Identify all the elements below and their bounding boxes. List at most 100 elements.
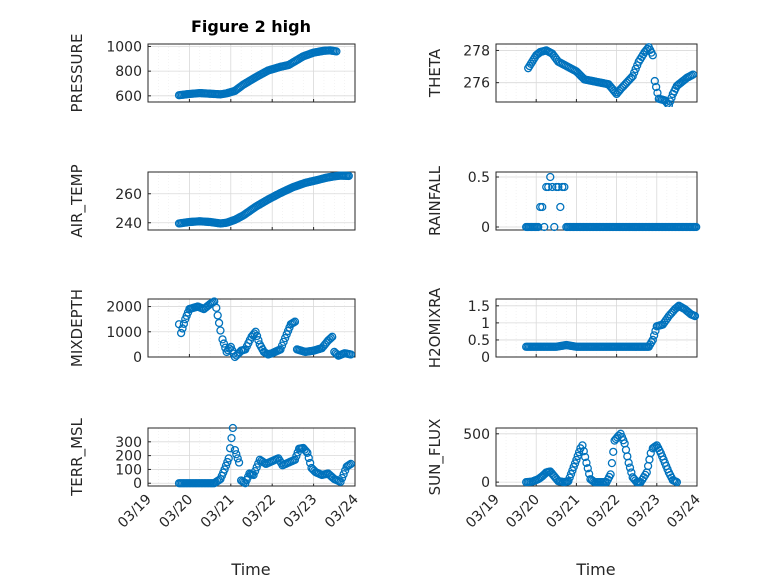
data-point — [606, 470, 615, 479]
data-point — [176, 328, 186, 338]
figure-title: Figure 2 high — [191, 17, 311, 36]
data-point — [548, 182, 557, 192]
data-point — [345, 460, 354, 469]
subplot-4: 0 0.5 RAINFALL — [426, 165, 701, 236]
data-point — [277, 341, 287, 350]
data-point — [664, 101, 674, 107]
data-point — [218, 335, 227, 344]
data-point — [583, 464, 592, 473]
data-point — [249, 470, 258, 480]
x-tick-label: 03/19 — [115, 492, 155, 532]
data-point — [574, 448, 584, 457]
data-point — [648, 51, 657, 60]
series-markers — [522, 172, 701, 232]
x-tick-label: 03/23 — [624, 492, 664, 532]
data-point — [254, 336, 263, 345]
axes-frame — [495, 298, 698, 358]
y-tick-label: 0 — [481, 475, 490, 491]
data-point — [690, 311, 700, 321]
y-tick-label: 0.5 — [468, 170, 490, 186]
y-tick-label: 0 — [133, 476, 142, 492]
data-point — [303, 448, 312, 458]
data-point — [178, 324, 187, 333]
data-point — [290, 317, 300, 326]
data-point — [332, 47, 341, 56]
y-axis-label: MIXDEPTH — [68, 289, 86, 367]
y-tick-label: 500 — [463, 427, 490, 443]
series-markers — [174, 171, 353, 228]
subplot-6: 00.511.5 H2OMIXRA — [426, 287, 700, 368]
data-point — [214, 318, 224, 328]
x-axis-label-left: Time — [230, 560, 270, 579]
data-point — [546, 172, 555, 182]
y-tick-label: 0.5 — [468, 333, 490, 349]
x-tick-label: 03/21 — [198, 492, 238, 532]
data-point — [609, 447, 618, 456]
x-axis-label-right: Time — [575, 560, 615, 579]
y-tick-label: 2000 — [106, 300, 142, 316]
data-point — [225, 444, 235, 453]
subplot-5: 0 1000 2000 MIXDEPTH — [68, 289, 356, 367]
data-point — [624, 458, 633, 467]
data-point — [233, 454, 242, 463]
x-tick-label: 03/20 — [156, 492, 196, 532]
y-tick-label: 100 — [115, 462, 142, 478]
y-axis-label: H2OMIXRA — [426, 287, 444, 368]
data-point — [230, 445, 240, 455]
data-point — [554, 182, 563, 192]
y-tick-label: 1000 — [106, 325, 142, 341]
y-tick-label: 300 — [115, 435, 142, 451]
data-point — [651, 82, 661, 92]
data-point — [568, 466, 577, 475]
y-axis-label: RAINFALL — [426, 165, 444, 236]
data-point — [692, 222, 701, 232]
data-point — [307, 463, 316, 473]
axes-frame — [147, 298, 356, 358]
data-point — [649, 331, 659, 340]
data-point — [228, 423, 238, 433]
x-tick-label: 03/23 — [281, 492, 321, 532]
x-tick-label: 03/22 — [239, 492, 279, 532]
subplot-2: 276 278 THETA — [426, 43, 698, 107]
data-point — [564, 477, 573, 486]
data-point — [582, 458, 591, 467]
data-point — [292, 451, 301, 461]
data-point — [251, 327, 260, 336]
series-markers — [174, 423, 356, 488]
data-point — [279, 337, 288, 347]
data-point — [688, 70, 698, 79]
y-tick-label: 0 — [133, 350, 142, 366]
data-point — [220, 465, 229, 474]
data-point — [556, 202, 565, 212]
data-point — [625, 463, 635, 472]
data-point — [579, 447, 588, 456]
data-point — [276, 345, 285, 354]
axes-box — [495, 171, 698, 231]
y-axis-label: PRESSURE — [68, 34, 86, 113]
x-tick-label: 03/24 — [322, 491, 362, 531]
data-point — [540, 222, 549, 232]
y-axis-label: SUN_FLUX — [426, 419, 445, 496]
y-tick-label: 260 — [115, 187, 142, 203]
axes-frame — [147, 171, 356, 231]
data-point — [566, 469, 576, 479]
data-point — [227, 433, 236, 443]
series-markers — [174, 297, 356, 362]
x-tick-label: 03/24 — [664, 491, 704, 531]
y-tick-label: 278 — [463, 43, 490, 59]
data-point — [672, 477, 682, 487]
data-point — [336, 477, 345, 487]
y-tick-label: 1 — [481, 316, 490, 332]
x-tick-label: 03/20 — [503, 492, 543, 532]
data-point — [580, 452, 590, 462]
y-tick-label: 0 — [481, 220, 490, 236]
series-markers — [522, 301, 700, 351]
data-point — [538, 202, 547, 212]
data-point — [346, 350, 356, 359]
series-markers — [174, 46, 341, 100]
data-point — [666, 97, 675, 106]
data-point — [328, 332, 337, 341]
y-axis-label: AIR_TEMP — [68, 164, 87, 237]
data-point — [344, 171, 353, 181]
